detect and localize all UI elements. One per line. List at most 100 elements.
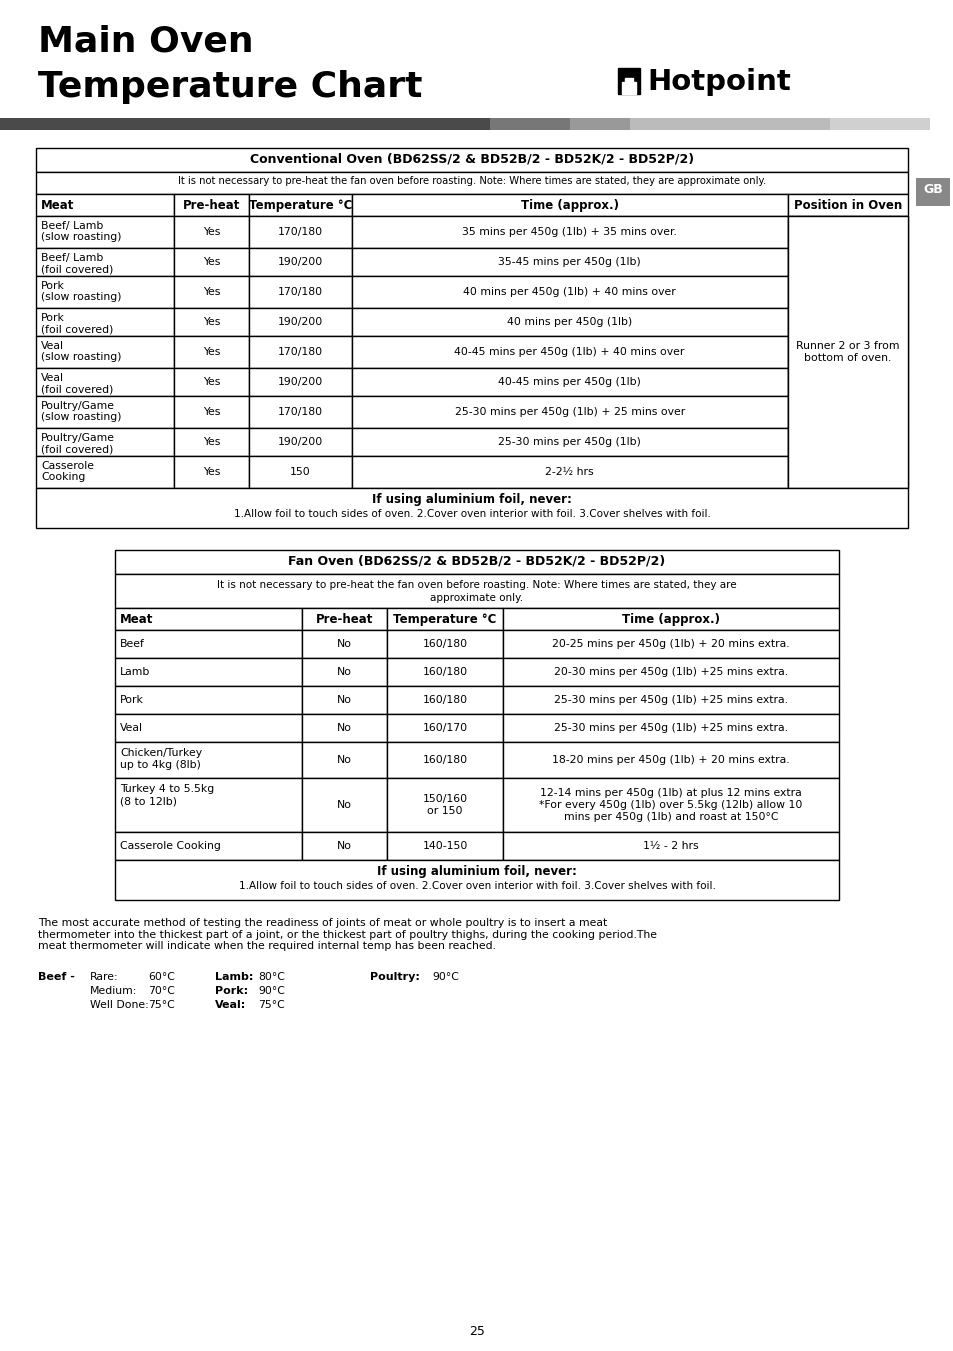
Text: Beef: Beef xyxy=(120,639,145,648)
Text: 190/200: 190/200 xyxy=(277,317,322,327)
Text: 12-14 mins per 450g (1lb) at plus 12 mins extra: 12-14 mins per 450g (1lb) at plus 12 min… xyxy=(539,788,801,798)
Bar xyxy=(787,195,907,216)
Text: 60°C: 60°C xyxy=(148,971,174,982)
Bar xyxy=(173,457,249,488)
Bar xyxy=(36,457,173,488)
Text: Lamb:: Lamb: xyxy=(214,971,253,982)
Bar xyxy=(629,118,829,130)
Text: Position in Oven: Position in Oven xyxy=(793,199,901,212)
Text: 18-20 mins per 450g (1lb) + 20 mins extra.: 18-20 mins per 450g (1lb) + 20 mins extr… xyxy=(552,755,789,765)
Text: up to 4kg (8lb): up to 4kg (8lb) xyxy=(120,761,201,770)
Text: 35-45 mins per 450g (1lb): 35-45 mins per 450g (1lb) xyxy=(497,257,640,267)
Text: Casserole: Casserole xyxy=(41,461,94,471)
Text: Pork: Pork xyxy=(120,694,144,705)
Bar xyxy=(249,457,352,488)
Bar xyxy=(352,216,787,249)
Text: 40-45 mins per 450g (1lb): 40-45 mins per 450g (1lb) xyxy=(497,377,640,386)
Bar xyxy=(301,778,387,832)
Text: Yes: Yes xyxy=(202,257,220,267)
Bar xyxy=(36,367,173,396)
Bar xyxy=(352,276,787,308)
Bar xyxy=(301,608,387,630)
Text: 160/180: 160/180 xyxy=(422,694,467,705)
Bar xyxy=(387,658,502,686)
Bar xyxy=(249,308,352,336)
Bar xyxy=(115,658,301,686)
Text: Hotpoint: Hotpoint xyxy=(646,68,790,96)
Bar xyxy=(173,216,249,249)
Bar xyxy=(502,686,838,713)
Text: It is not necessary to pre-heat the fan oven before roasting. Note: Where times : It is not necessary to pre-heat the fan … xyxy=(217,580,736,590)
Text: 20-25 mins per 450g (1lb) + 20 mins extra.: 20-25 mins per 450g (1lb) + 20 mins extr… xyxy=(552,639,789,648)
Text: 1½ - 2 hrs: 1½ - 2 hrs xyxy=(642,842,699,851)
Bar xyxy=(115,686,301,713)
Bar xyxy=(173,276,249,308)
Bar xyxy=(502,658,838,686)
Text: Temperature °C: Temperature °C xyxy=(249,199,352,212)
Bar xyxy=(115,630,301,658)
Bar xyxy=(115,574,838,608)
Text: 25-30 mins per 450g (1lb) +25 mins extra.: 25-30 mins per 450g (1lb) +25 mins extra… xyxy=(554,694,787,705)
Text: Rare:: Rare: xyxy=(90,971,118,982)
Text: 170/180: 170/180 xyxy=(277,286,322,297)
Bar xyxy=(36,336,173,367)
Bar xyxy=(502,742,838,778)
Bar xyxy=(352,428,787,457)
Bar xyxy=(301,742,387,778)
Bar xyxy=(249,195,352,216)
Bar xyxy=(36,172,907,195)
Bar xyxy=(301,630,387,658)
Bar xyxy=(249,276,352,308)
Text: Veal: Veal xyxy=(41,373,64,382)
Bar xyxy=(352,308,787,336)
Text: (slow roasting): (slow roasting) xyxy=(41,412,121,422)
Bar xyxy=(249,396,352,428)
Bar xyxy=(787,308,907,336)
Text: Yes: Yes xyxy=(202,227,220,236)
Bar xyxy=(301,686,387,713)
Bar xyxy=(249,336,352,367)
Bar xyxy=(352,195,787,216)
Text: 80°C: 80°C xyxy=(257,971,285,982)
Bar xyxy=(173,195,249,216)
Bar xyxy=(36,308,173,336)
Text: 170/180: 170/180 xyxy=(277,227,322,236)
Bar xyxy=(787,428,907,457)
Text: Poultry/Game: Poultry/Game xyxy=(41,401,115,411)
Bar xyxy=(621,82,636,95)
Text: Yes: Yes xyxy=(202,317,220,327)
Bar xyxy=(387,630,502,658)
Bar xyxy=(624,78,633,86)
Text: It is not necessary to pre-heat the fan oven before roasting. Note: Where times : It is not necessary to pre-heat the fan … xyxy=(177,176,765,186)
Text: 35 mins per 450g (1lb) + 35 mins over.: 35 mins per 450g (1lb) + 35 mins over. xyxy=(462,227,677,236)
Text: Pork: Pork xyxy=(41,281,65,290)
Bar xyxy=(36,195,173,216)
Bar xyxy=(249,367,352,396)
Bar xyxy=(352,396,787,428)
Text: No: No xyxy=(336,694,352,705)
Text: No: No xyxy=(336,639,352,648)
Text: 150: 150 xyxy=(290,467,311,477)
Text: 1.Allow foil to touch sides of oven. 2.Cover oven interior with foil. 3.Cover sh: 1.Allow foil to touch sides of oven. 2.C… xyxy=(238,881,715,892)
Text: (slow roasting): (slow roasting) xyxy=(41,232,121,242)
Text: 25-30 mins per 450g (1lb): 25-30 mins per 450g (1lb) xyxy=(497,436,640,447)
Text: Veal: Veal xyxy=(41,340,64,351)
Text: 40 mins per 450g (1lb): 40 mins per 450g (1lb) xyxy=(506,317,632,327)
Bar xyxy=(115,832,301,861)
Bar xyxy=(173,367,249,396)
Bar xyxy=(36,276,173,308)
Text: Poultry:: Poultry: xyxy=(370,971,419,982)
Text: 75°C: 75°C xyxy=(148,1000,174,1011)
Text: 90°C: 90°C xyxy=(432,971,458,982)
Text: No: No xyxy=(336,755,352,765)
Text: 170/180: 170/180 xyxy=(277,347,322,357)
Text: Pork:: Pork: xyxy=(214,986,248,996)
Bar xyxy=(352,249,787,276)
Bar xyxy=(36,249,173,276)
Text: (foil covered): (foil covered) xyxy=(41,263,113,274)
Bar xyxy=(569,118,629,130)
Bar xyxy=(301,713,387,742)
Text: (foil covered): (foil covered) xyxy=(41,384,113,394)
Text: Lamb: Lamb xyxy=(120,667,151,677)
Text: Beef -: Beef - xyxy=(38,971,74,982)
